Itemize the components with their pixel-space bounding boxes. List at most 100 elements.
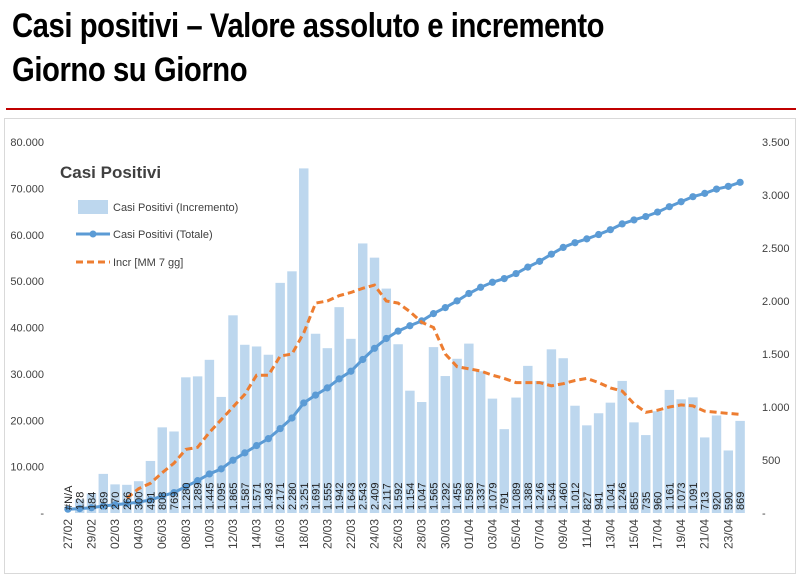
data-label-increment: 1.073 <box>676 482 688 510</box>
x-tick-label: 17/04 <box>651 519 665 549</box>
y-right-tick-label: 1.500 <box>762 349 790 361</box>
data-label-increment: 855 <box>629 492 641 510</box>
bar-increment <box>641 435 651 513</box>
bar-increment <box>240 344 250 513</box>
y-right-tick-label: 3.000 <box>762 190 790 202</box>
point-total <box>264 435 272 443</box>
data-label-increment: 808 <box>157 492 169 510</box>
point-total <box>583 235 591 243</box>
point-total <box>477 283 485 291</box>
bar-increment <box>700 437 710 513</box>
data-label-increment: 2.117 <box>381 483 393 510</box>
data-label-increment: #N/A <box>63 485 75 510</box>
bar-increment <box>393 344 403 513</box>
data-label-increment: 1.555 <box>322 482 334 510</box>
data-label-increment: 1.592 <box>393 482 405 510</box>
bar-increment <box>605 402 616 513</box>
series-line-ma7 <box>125 283 741 500</box>
data-label-increment: 1.292 <box>440 482 452 510</box>
x-tick-label: 22/03 <box>344 519 358 549</box>
data-label-increment: 1.587 <box>240 482 252 510</box>
data-label-increment: 941 <box>594 492 606 510</box>
bar-increment <box>570 405 580 513</box>
bar-increment <box>558 358 568 513</box>
data-label-increment: 1.289 <box>193 482 205 510</box>
point-total <box>441 304 449 312</box>
data-label-increment: 2.409 <box>370 482 382 510</box>
bar-increment <box>440 376 450 513</box>
y-right-tick-label: 2.000 <box>762 296 790 308</box>
data-label-increment: 2.171 <box>275 482 287 510</box>
point-total <box>370 344 379 352</box>
point-total <box>111 501 119 509</box>
point-total <box>359 355 367 364</box>
data-label-increment: 735 <box>641 492 653 510</box>
point-total <box>323 384 331 392</box>
x-tick-label: 02/03 <box>108 519 122 549</box>
x-tick-label: 11/04 <box>580 519 594 548</box>
bar-increment <box>322 348 333 513</box>
bar-increment <box>487 398 498 513</box>
data-label-increment: 1.455 <box>452 482 464 510</box>
point-total <box>512 269 520 278</box>
y-left-tick-label: - <box>40 508 44 520</box>
point-total <box>559 243 567 252</box>
point-total <box>76 504 84 513</box>
bar-increment <box>86 493 97 513</box>
point-total <box>146 496 155 504</box>
x-tick-label: 16/03 <box>273 519 287 549</box>
point-total <box>524 263 532 271</box>
y-right-tick-label: - <box>762 508 766 520</box>
point-total <box>205 470 214 478</box>
bar-increment <box>688 397 698 513</box>
point-total <box>606 226 614 234</box>
point-total <box>453 297 461 305</box>
bar-increment <box>711 415 722 513</box>
x-tick-label: 04/03 <box>132 519 146 549</box>
bar-increment <box>499 429 509 513</box>
point-total <box>618 220 626 228</box>
point-total <box>135 498 143 506</box>
legend-swatch-increment <box>78 200 108 214</box>
point-total <box>276 424 284 433</box>
y-right-tick-label: 500 <box>762 455 780 467</box>
data-label-increment: 1.643 <box>346 482 358 510</box>
point-total <box>87 504 96 512</box>
bar-increment <box>263 354 274 513</box>
data-label-increment: 2.543 <box>358 482 370 510</box>
legend-label-increment: Casi Positivi (Incremento) <box>113 202 238 214</box>
point-total <box>465 289 473 298</box>
x-tick-label: 20/03 <box>320 519 334 549</box>
data-label-increment: 1.493 <box>263 482 275 510</box>
data-label-increment: 1.089 <box>511 482 523 510</box>
title-line-2: Giorno su Giorno <box>12 51 248 89</box>
x-tick-label: 08/03 <box>179 519 193 549</box>
bar-increment <box>145 460 156 513</box>
point-total <box>677 198 685 206</box>
point-total <box>123 499 131 508</box>
x-tick-label: 01/04 <box>462 519 476 549</box>
data-label-increment: 1.280 <box>181 482 193 510</box>
data-label-increment: 1.865 <box>228 482 240 510</box>
data-label-increment: 713 <box>700 492 712 510</box>
point-total <box>547 250 556 258</box>
bar-increment <box>464 343 474 513</box>
point-total <box>182 483 190 491</box>
x-tick-label: 14/03 <box>250 519 264 549</box>
data-label-increment: 1.154 <box>405 482 417 510</box>
bar-increment <box>157 427 167 513</box>
point-total <box>347 367 355 375</box>
bar-increment <box>428 347 439 513</box>
page-title: Casi positivi – Valore assoluto e increm… <box>12 4 683 92</box>
x-tick-label: 03/04 <box>485 519 499 549</box>
point-total <box>571 239 579 247</box>
point-total <box>630 216 638 224</box>
point-total <box>488 278 497 286</box>
x-tick-label: 23/04 <box>721 519 735 549</box>
point-total <box>241 449 249 457</box>
data-label-increment: 1.246 <box>617 482 629 510</box>
point-total <box>170 488 178 497</box>
y-left-tick-label: 50.000 <box>10 276 44 288</box>
data-label-increment: 300 <box>134 492 146 510</box>
